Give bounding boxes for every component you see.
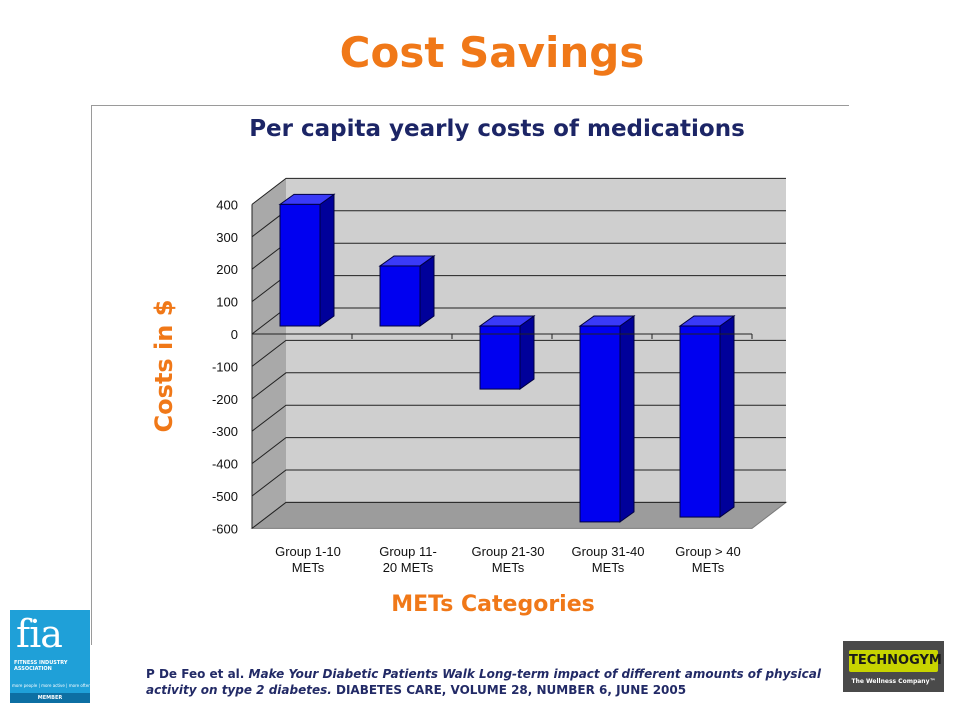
fia-logo-name-line: ASSOCIATION (14, 666, 52, 672)
fia-logo-member-badge: MEMBER (10, 693, 90, 703)
fia-logo-name: FITNESS INDUSTRY ASSOCIATION (14, 660, 86, 672)
y-tick-label: -500 (212, 489, 238, 504)
chart-frame-left-border (91, 105, 92, 645)
technogym-logo: TECHNOGYM The Wellness Company™ (843, 641, 944, 692)
technogym-logo-mark: TECHNOGYM (849, 650, 942, 672)
fia-logo-mark: fia (16, 612, 63, 656)
y-tick-label: 400 (216, 197, 238, 212)
citation-article-title: Make Your Diabetic Patients Walk Long-te… (146, 667, 821, 697)
bar (579, 325, 621, 523)
x-tick-label: Group > 40 (675, 544, 740, 559)
y-tick-label: 300 (216, 230, 238, 245)
x-tick-label: METs (692, 560, 725, 575)
gridline (251, 177, 786, 205)
bar (379, 265, 421, 327)
y-tick-label: -600 (212, 521, 238, 536)
y-tick-label: -100 (212, 359, 238, 374)
x-tick-label: METs (292, 560, 325, 575)
chart-title: Per capita yearly costs of medications (249, 116, 745, 142)
fia-logo-name-line: FITNESS INDUSTRY (14, 660, 68, 666)
y-tick-label: 100 (216, 295, 238, 310)
x-axis-label: METs Categories (391, 592, 594, 617)
x-tick-label: 20 METs (383, 560, 434, 575)
y-axis-label: Costs in $ (150, 300, 178, 433)
slide-title: Cost Savings (339, 28, 645, 77)
bar (479, 325, 521, 390)
technogym-logo-tagline: The Wellness Company™ (851, 678, 936, 685)
x-tick-label: Group 11- (379, 544, 437, 559)
bar-side (419, 254, 435, 327)
citation-authors: P De Feo et al. (146, 667, 245, 681)
fia-member-logo: fia FITNESS INDUSTRY ASSOCIATION more pe… (10, 610, 90, 703)
citation: P De Feo et al. Make Your Diabetic Patie… (146, 666, 836, 698)
y-tick-label: -400 (212, 457, 238, 472)
x-tick-label: METs (492, 560, 525, 575)
y-tick-label: 0 (231, 327, 238, 342)
x-tick-label: METs (592, 560, 625, 575)
bar-side (519, 315, 535, 391)
x-tick-label: Group 1-10 (275, 544, 341, 559)
chart-frame-top-border (91, 105, 849, 106)
y-tick-label: 200 (216, 262, 238, 277)
x-tick-label: Group 21-30 (472, 544, 545, 559)
x-tick-label: Group 31-40 (572, 544, 645, 559)
bar-side (719, 315, 735, 519)
bar (279, 203, 321, 327)
citation-journal: DIABETES CARE, VOLUME 28, NUMBER 6, JUNE… (335, 683, 687, 697)
bar-side (619, 315, 635, 523)
bar (679, 325, 721, 518)
bar-side (319, 193, 335, 327)
y-tick-label: -200 (212, 392, 238, 407)
y-tick-label: -300 (212, 424, 238, 439)
fia-logo-tagline: more people | more active | more often (12, 683, 90, 688)
